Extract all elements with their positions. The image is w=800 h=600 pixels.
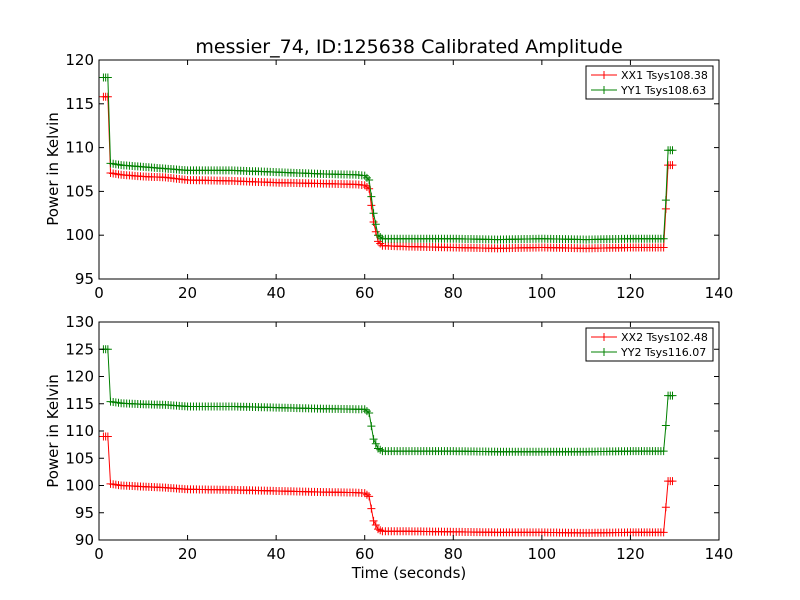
top-plot-frame	[98, 59, 720, 280]
bottom-series-point-1	[365, 409, 374, 418]
bottom-legend-label-1: YY2 Tsys116.07	[620, 346, 706, 359]
bottom-y-tick-label: 100	[65, 477, 94, 495]
bottom-y-tick-label: 110	[65, 422, 94, 440]
bottom-series-point-0	[668, 477, 677, 486]
bottom-x-tick-label: 100	[528, 545, 557, 563]
chart-title: messier_74, ID:125638 Calibrated Amplitu…	[195, 36, 622, 58]
top-series-point-0	[365, 184, 374, 193]
bottom-legend-marker-1	[600, 348, 608, 356]
top-legend-label-1: YY1 Tsys108.63	[620, 84, 706, 97]
bottom-legend-label-0: XX2 Tsys102.48	[621, 331, 708, 344]
bottom-y-tick-label: 115	[65, 395, 94, 413]
bottom-y-tick-label: 95	[75, 504, 94, 522]
top-series-markers-1	[99, 73, 677, 244]
bottom-x-tick-label: 140	[705, 545, 734, 563]
top-x-tick-label: 120	[616, 284, 645, 302]
bottom-x-tick-label: 0	[94, 545, 104, 563]
top-y-tick-label: 100	[65, 226, 94, 244]
bottom-legend-box	[585, 327, 714, 362]
top-series-point-1	[367, 192, 376, 201]
bottom-series-point-0	[367, 504, 376, 513]
top-legend-marker-0	[600, 71, 608, 79]
top-x-tick-label: 20	[178, 284, 197, 302]
top-y-tick-label: 120	[65, 51, 94, 69]
bottom-series-line-1	[103, 348, 673, 453]
top-legend-marker-1	[600, 86, 608, 94]
bottom-chart: 0 20 40 60 80 100 120 140 90 95 100 105 110 115 120 125…	[65, 313, 733, 563]
top-y-tick-label: 115	[65, 95, 94, 113]
bottom-series-markers-1	[99, 345, 677, 456]
top-x-tick-label: 0	[94, 284, 104, 302]
bottom-x-tick-label: 20	[178, 545, 197, 563]
top-series-point-1	[661, 196, 670, 205]
bottom-y-tick-label: 130	[65, 313, 94, 331]
bottom-y-tick-label: 125	[65, 340, 94, 358]
bottom-series-point-0	[371, 521, 380, 530]
top-chart: 0 20 40 60 80 100 120 140 95 100 105 110 115 120 XX1 T…	[65, 51, 733, 302]
bottom-y-tick-label: 120	[65, 368, 94, 386]
bottom-series-point-0	[374, 525, 382, 534]
bottom-series-point-0	[661, 503, 670, 512]
top-series-markers-0	[99, 92, 677, 253]
bottom-x-tick-label: 120	[616, 545, 645, 563]
top-series-point-0	[371, 227, 380, 236]
bottom-series-point-1	[367, 422, 376, 431]
top-series-point-0	[367, 201, 376, 210]
top-y-tick-label: 95	[75, 270, 94, 288]
bottom-series-point-0	[369, 516, 378, 525]
top-legend-label-0: XX1 Tsys108.38	[621, 69, 708, 82]
bottom-y-tick-label: 105	[65, 449, 94, 467]
top-series-point-1	[668, 146, 677, 155]
top-x-tick-label: 140	[705, 284, 734, 302]
bottom-legend-marker-0	[600, 333, 608, 341]
bottom-series-point-1	[668, 391, 677, 400]
top-legend: XX1 Tsys108.38 YY1 Tsys108.63	[585, 65, 714, 100]
top-series-point-0	[659, 243, 668, 252]
bottom-series-point-0	[365, 492, 374, 501]
top-x-tick-label: 80	[444, 284, 463, 302]
top-series-point-0	[103, 92, 112, 101]
bottom-series-point-0	[659, 528, 668, 537]
bottom-legend: XX2 Tsys102.48 YY2 Tsys116.07	[585, 327, 714, 362]
top-x-tick-label: 60	[355, 284, 374, 302]
bottom-y-tick-label: 90	[75, 531, 94, 549]
bottom-x-tick-label: 40	[267, 545, 286, 563]
bottom-series-point-1	[369, 435, 378, 444]
bottom-series-point-1	[371, 439, 380, 448]
top-x-tick-label: 100	[528, 284, 557, 302]
top-series-line-1	[103, 77, 673, 241]
bottom-x-tick-label: 80	[444, 545, 463, 563]
top-series-line-0	[103, 96, 673, 249]
bottom-series-point-1	[103, 345, 112, 354]
top-series-point-0	[668, 161, 677, 170]
top-series-point-1	[659, 234, 668, 243]
top-series-point-1	[365, 176, 374, 185]
top-legend-box	[585, 65, 714, 100]
bottom-chart-ylabel: Power in Kelvin	[44, 374, 62, 488]
bottom-chart-xlabel: Time (seconds)	[351, 564, 467, 582]
bottom-series-point-1	[659, 447, 668, 456]
top-series-point-1	[103, 73, 112, 82]
top-series-point-1	[369, 209, 378, 218]
bottom-series-markers-0	[99, 432, 677, 537]
top-x-tick-label: 40	[267, 284, 286, 302]
top-y-tick-label: 110	[65, 139, 94, 157]
bottom-x-tick-label: 60	[355, 545, 374, 563]
bottom-series-point-1	[661, 421, 670, 430]
top-series-point-1	[371, 220, 380, 229]
top-y-tick-label: 105	[65, 182, 94, 200]
top-chart-ylabel: Power in Kelvin	[44, 112, 62, 226]
bottom-series-point-0	[103, 432, 112, 441]
